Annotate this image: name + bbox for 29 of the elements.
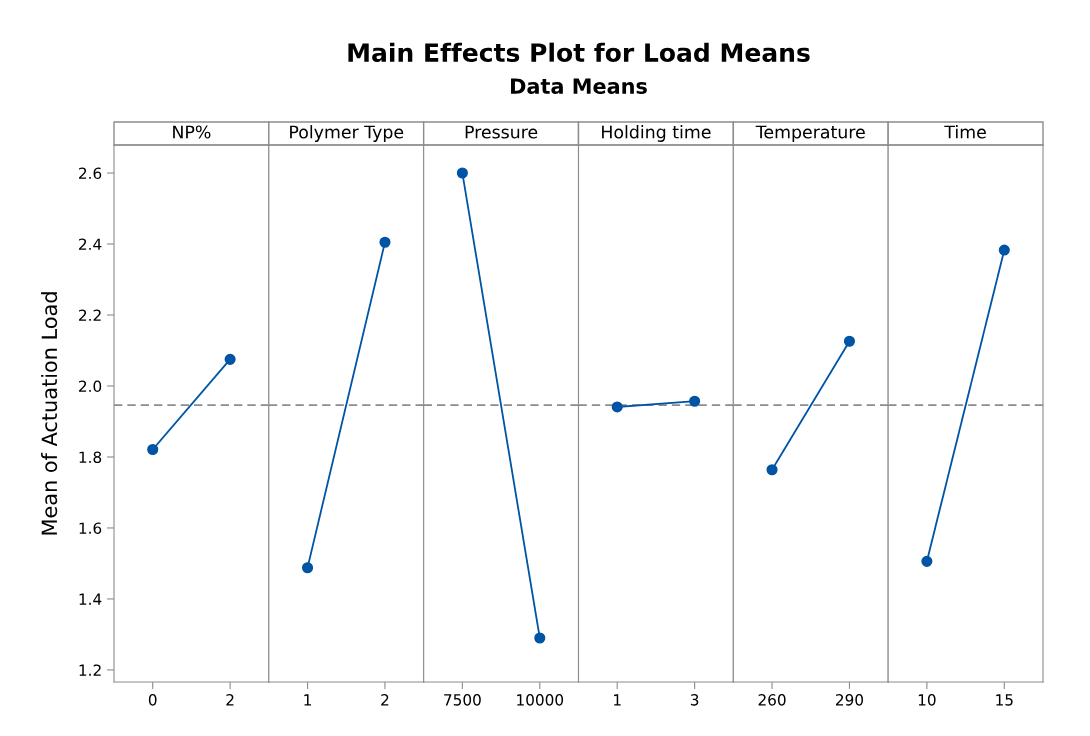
- y-tick-label: 2.4: [79, 238, 102, 250]
- x-axis-title: Pressure: [465, 125, 538, 139]
- text: Data Means: [511, 78, 647, 94]
- y-axis-title: Mean of Actuation Load: [41, 292, 58, 535]
- x-tick-label: 2: [226, 694, 234, 706]
- x-tick-label: 1: [614, 694, 621, 706]
- y-tick-label: 2.0: [79, 380, 102, 393]
- x-tick-label: 10: [918, 694, 936, 706]
- x-tick-label: 260: [758, 694, 786, 706]
- x-axis-title: NP%: [173, 125, 211, 139]
- x-tick-label: 290: [836, 694, 864, 706]
- text: Main Effects Plot for Load Means: [348, 42, 810, 62]
- y-tick-label: 1.4: [79, 593, 102, 605]
- x-tick-label: 3: [690, 694, 699, 706]
- y-tick-label: 2.2: [79, 309, 101, 321]
- x-tick-label: 15: [996, 694, 1013, 706]
- x-tick-label: 1: [304, 694, 311, 706]
- x-tick-label: 7500: [444, 694, 481, 706]
- x-tick-label: 0: [148, 694, 157, 706]
- x-tick-label: 10000: [517, 694, 564, 706]
- x-axis-title: Holding time: [602, 125, 711, 142]
- x-axis-title: Time: [944, 125, 986, 139]
- y-tick-label: 2.6: [79, 167, 102, 180]
- x-tick-label: 2: [381, 694, 389, 706]
- x-axis-title: Polymer Type: [290, 125, 404, 142]
- y-tick-label: 1.8: [79, 451, 102, 463]
- x-axis-title: Temperature: [755, 125, 865, 142]
- y-tick-label: 1.6: [79, 522, 102, 534]
- y-tick-label: 1.2: [79, 664, 101, 676]
